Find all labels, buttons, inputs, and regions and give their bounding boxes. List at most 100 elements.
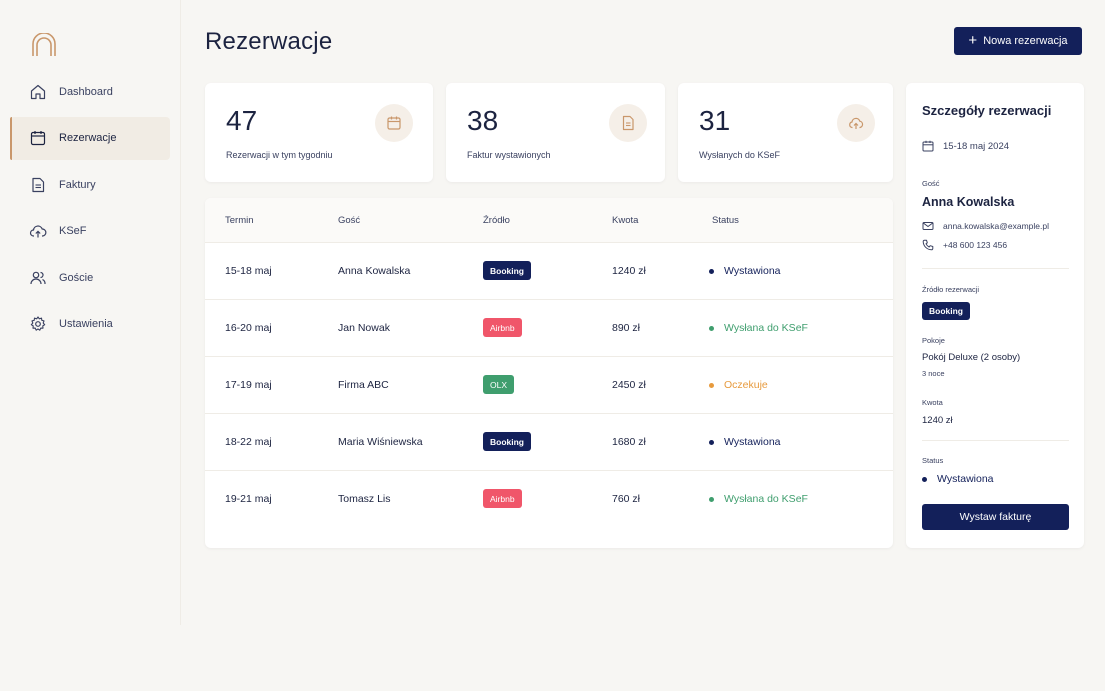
status-badge: Wysłana do KSeF [709,493,808,505]
stat-card-ksef: 31 Wysłanych do KSeF [678,83,893,182]
stat-value: 31 [699,105,731,136]
stat-value: 38 [467,105,499,136]
source-badge: OLX [483,375,515,394]
status-text: Wystawiona [724,265,781,277]
source-badge: Booking [483,261,531,280]
stat-label: Faktur wystawionych [467,150,551,160]
calendar-icon [29,129,47,147]
cell-term: 15-18 maj [225,265,272,277]
source-badge: Booking [483,432,531,451]
stat-value: 47 [226,105,258,136]
sidebar: Dashboard Rezerwacje Faktury KSeF [0,0,181,625]
status-label: Status [922,456,944,465]
status-text: Wysłana do KSeF [724,322,808,334]
details-dates: 15-18 maj 2024 [922,140,1009,152]
sidebar-item-ksef[interactable]: KSeF [10,210,170,253]
column-header-amount[interactable]: Kwota [612,215,639,226]
new-reservation-button[interactable]: + Nowa rezerwacja [954,27,1082,55]
guest-name: Anna Kowalska [922,195,1015,209]
cell-guest: Firma ABC [338,379,389,391]
table-row[interactable]: 16-20 maj Jan Nowak Airbnb 890 zł Wysłan… [205,300,893,357]
cell-guest: Maria Wiśniewska [338,436,423,448]
cell-term: 18-22 maj [225,436,272,448]
guest-phone-text: +48 600 123 456 [943,240,1008,250]
status-badge: Wystawiona [709,436,781,448]
cell-term: 16-20 maj [225,322,272,334]
amount-value: 1240 zł [922,415,953,426]
cell-term: 17-19 maj [225,379,272,391]
table-row[interactable]: 17-19 maj Firma ABC OLX 2450 zł Oczekuje [205,357,893,414]
rooms-label: Pokoje [922,336,945,345]
guest-email-text: anna.kowalska@example.pl [943,221,1049,231]
status-dot [922,476,927,482]
sidebar-item-faktury[interactable]: Faktury [10,163,170,206]
plus-icon: + [968,32,978,49]
guest-email[interactable]: anna.kowalska@example.pl [922,220,1049,232]
table-row[interactable]: 19-21 maj Tomasz Lis Airbnb 760 zł Wysła… [205,471,893,528]
status-text: Oczekuje [724,379,768,391]
column-header-status[interactable]: Status [712,215,739,226]
details-title: Szczegóły rezerwacji [922,103,1052,118]
sidebar-item-label: Ustawienia [59,318,113,330]
home-icon [29,83,47,101]
divider [922,440,1069,441]
cell-amount: 760 zł [612,493,641,505]
new-reservation-label: Nowa rezerwacja [983,35,1068,47]
cell-amount: 890 zł [612,322,641,334]
sidebar-item-label: Rezerwacje [59,132,117,144]
status-text: Wystawiona [937,473,994,485]
nights-count: 3 noce [922,369,945,378]
calendar-icon [375,104,413,142]
divider [922,268,1069,269]
status-badge: Oczekuje [709,379,768,391]
stat-card-invoices: 38 Faktur wystawionych [446,83,665,182]
source-badge: Airbnb [483,489,522,508]
amount-label: Kwota [922,398,943,407]
reservation-details-panel: Szczegóły rezerwacji 15-18 maj 2024 Gość… [906,83,1084,548]
cloud-upload-icon [29,222,47,240]
sidebar-item-label: Faktury [59,178,96,191]
users-icon [29,269,47,287]
sidebar-item-dashboard[interactable]: Dashboard [10,70,170,113]
document-icon [29,176,47,194]
sidebar-item-rezerwacje[interactable]: Rezerwacje [10,116,170,160]
stat-label: Rezerwacji w tym tygodniu [226,150,333,160]
status-dot [709,325,714,331]
cell-amount: 1240 zł [612,265,646,277]
calendar-icon [922,140,934,152]
status-badge: Wystawiona [709,265,781,277]
status-dot [709,382,714,388]
cell-amount: 1680 zł [612,436,646,448]
table-row[interactable]: 18-22 maj Maria Wiśniewska Booking 1680 … [205,414,893,471]
column-header-source[interactable]: Źródło [483,215,510,226]
status-badge: Wysłana do KSeF [709,322,808,334]
source-badge: Booking [922,302,970,320]
status-text: Wystawiona [724,436,781,448]
cell-amount: 2450 zł [612,379,646,391]
status-dot [709,268,714,274]
logo-arch-icon [32,33,56,56]
table-row[interactable]: 15-18 maj Anna Kowalska Booking 1240 zł … [205,243,893,300]
document-icon [609,104,647,142]
cell-guest: Tomasz Lis [338,493,391,505]
source-label: Źródło rezerwacji [922,285,980,294]
issue-invoice-button[interactable]: Wystaw fakturę [922,504,1069,530]
sidebar-item-label: KSeF [59,225,87,237]
sidebar-item-label: Dashboard [59,85,113,98]
page-title: Rezerwacje [205,28,333,55]
guest-phone[interactable]: +48 600 123 456 [922,239,1007,251]
sidebar-item-ustawienia[interactable]: Ustawienia [10,303,170,346]
column-header-guest[interactable]: Gość [338,215,361,226]
sidebar-item-label: Goście [59,271,94,284]
sidebar-item-goscie[interactable]: Goście [10,256,170,299]
status-dot [709,496,714,502]
column-header-term[interactable]: Termin [225,215,254,226]
mail-icon [922,222,934,230]
reservations-table: Termin Gość Źródło Kwota Status 15-18 ma… [205,198,893,548]
status-badge: Wystawiona [922,473,994,485]
guest-label: Gość [922,179,940,188]
status-text: Wysłana do KSeF [724,493,808,505]
cell-guest: Jan Nowak [338,322,390,334]
room-name: Pokój Deluxe (2 osoby) [922,352,1021,363]
